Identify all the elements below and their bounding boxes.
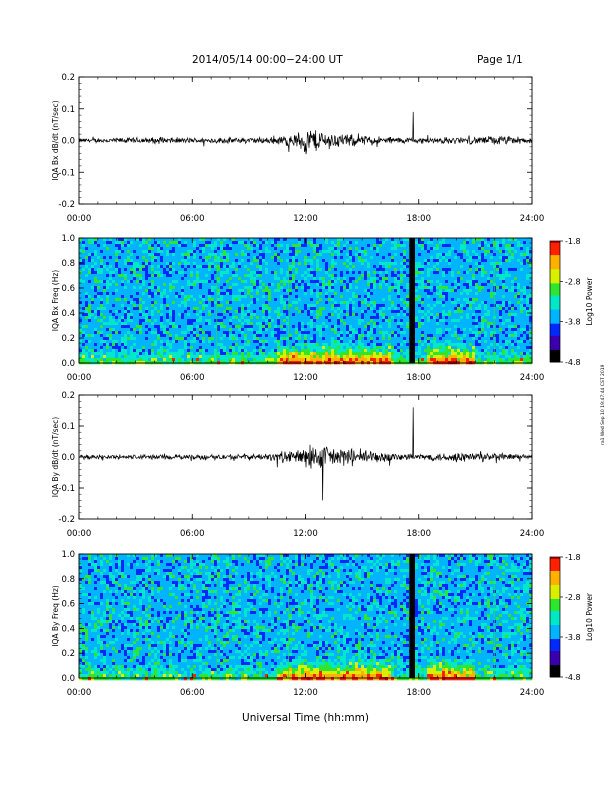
y-axis-label: IQA Bx dB/dt (nT/sec)	[51, 100, 60, 181]
y-tick-label: 0.1	[61, 105, 75, 115]
by-spectrogram-colorbar-frame	[549, 556, 561, 678]
y-tick-label: -0.1	[58, 484, 75, 494]
x-axis-label: Universal Time (hh:mm)	[242, 712, 369, 724]
x-tick-label: 06:00	[180, 373, 205, 383]
y-tick-label: 0.4	[61, 624, 75, 634]
bx-spectrogram-data-gap	[409, 238, 415, 363]
x-tick-label: 06:00	[180, 214, 205, 224]
x-tick-label: 06:00	[180, 529, 205, 539]
y-tick-label: -0.1	[58, 168, 75, 178]
y-tick-label: 0.1	[61, 422, 75, 432]
colorbar-tick-label: -4.8	[565, 673, 581, 682]
y-tick-label: 0.6	[61, 284, 75, 294]
x-tick-label: 12:00	[293, 373, 318, 383]
colorbar-tick-label: -1.8	[565, 553, 581, 562]
x-tick-label: 18:00	[407, 688, 432, 698]
x-tick-label: 12:00	[293, 214, 318, 224]
by-spectrogram-cells	[79, 554, 533, 681]
y-tick-label: 1.0	[61, 550, 75, 560]
page-title: 2014/05/14 00:00−24:00 UT	[192, 54, 343, 66]
colorbar-tick-label: -2.8	[565, 593, 581, 602]
y-tick-label: 0.0	[61, 359, 75, 369]
x-tick-label: 06:00	[180, 688, 205, 698]
x-tick-label: 24:00	[520, 529, 545, 539]
x-tick-label: 00:00	[67, 529, 92, 539]
y-tick-label: -0.2	[58, 200, 75, 210]
colorbar-tick-label: -2.8	[565, 277, 581, 286]
x-tick-label: 00:00	[67, 373, 92, 383]
bx-dbdt-trace	[78, 111, 533, 155]
by-dbdt-trace	[78, 407, 533, 501]
bx-spectrogram-colorbar-frame	[549, 240, 561, 363]
y-tick-label: -0.2	[58, 515, 75, 525]
x-tick-label: 00:00	[67, 688, 92, 698]
colorbar-tick-label: -3.8	[565, 318, 581, 327]
y-axis-label: IQA By dB/dt (nT/sec)	[51, 417, 60, 498]
x-tick-label: 12:00	[293, 688, 318, 698]
x-tick-label: 00:00	[67, 214, 92, 224]
x-tick-label: 24:00	[520, 373, 545, 383]
by-spectrogram-data-gap	[409, 554, 415, 678]
y-tick-label: 0.8	[61, 259, 75, 269]
y-tick-label: 0.6	[61, 600, 75, 610]
y-tick-label: 0.2	[61, 73, 75, 83]
y-tick-label: 0.0	[61, 453, 75, 463]
colorbar-label: Log10 Power	[585, 592, 594, 641]
y-tick-label: 0.4	[61, 309, 75, 319]
bx-spectrogram-colorbar	[550, 241, 560, 363]
y-axis-label: IQA Bx Freq (Hz)	[51, 270, 60, 332]
colorbar-tick-label: -4.8	[565, 358, 581, 367]
page-number: Page 1/1	[477, 54, 523, 66]
y-tick-label: 0.0	[61, 674, 75, 684]
colorbar-tick-label: -3.8	[565, 633, 581, 642]
y-tick-label: 1.0	[61, 234, 75, 244]
y-tick-label: 0.2	[61, 391, 75, 401]
x-tick-label: 18:00	[407, 373, 432, 383]
y-tick-label: 0.2	[61, 334, 75, 344]
x-tick-label: 18:00	[407, 529, 432, 539]
x-tick-label: 24:00	[520, 214, 545, 224]
x-tick-label: 24:00	[520, 688, 545, 698]
x-tick-label: 18:00	[407, 214, 432, 224]
y-tick-label: 0.2	[61, 649, 75, 659]
bx-spectrogram-cells	[79, 238, 533, 365]
y-axis-label: IQA By Freq (Hz)	[51, 585, 60, 647]
colorbar-label: Log10 Power	[585, 277, 594, 326]
y-tick-label: 0.8	[61, 575, 75, 585]
y-tick-label: 0.0	[61, 137, 75, 147]
by-spectrogram-colorbar	[550, 557, 560, 678]
x-tick-label: 12:00	[293, 529, 318, 539]
colorbar-tick-label: -1.8	[565, 237, 581, 246]
